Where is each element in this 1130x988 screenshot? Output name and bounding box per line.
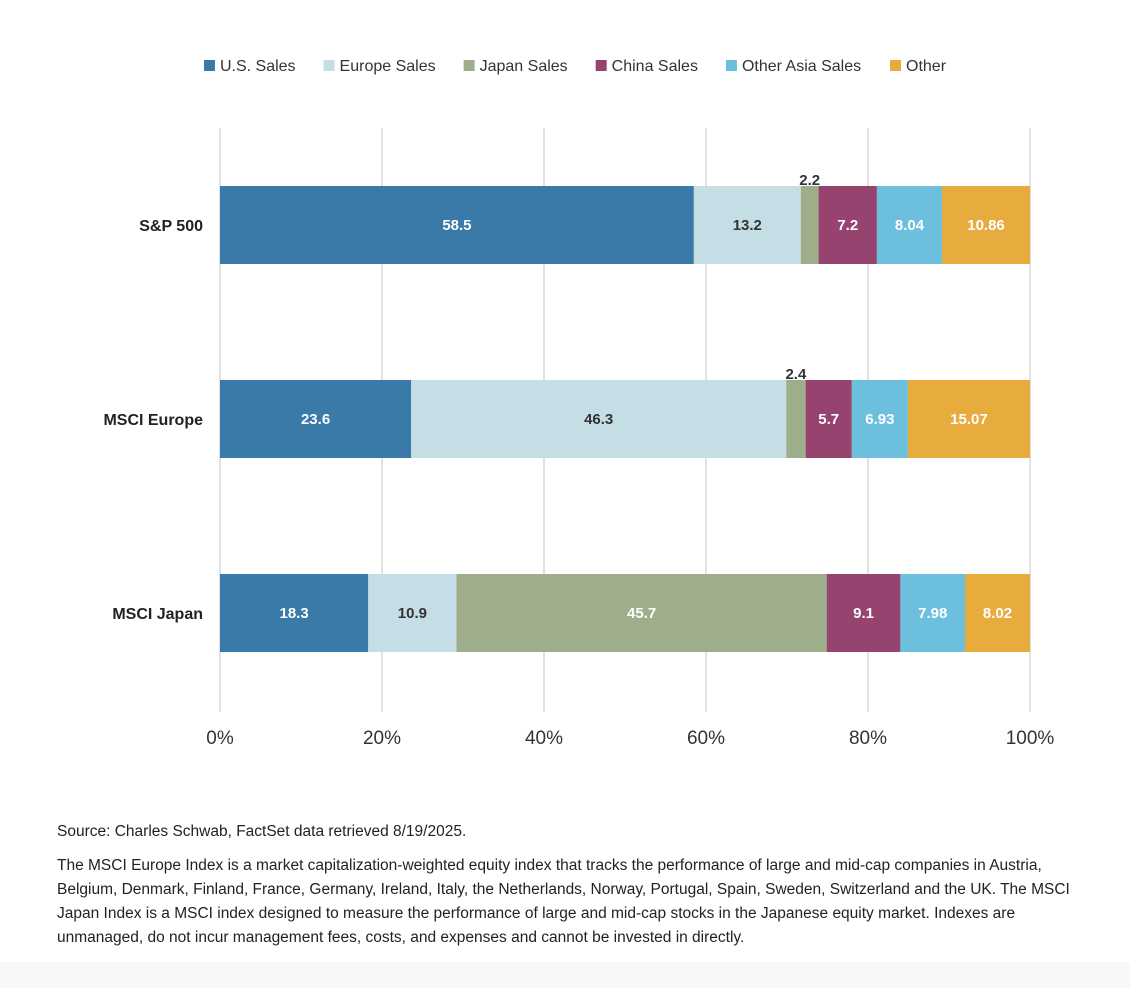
source-note: Source: Charles Schwab, FactSet data ret… — [57, 823, 467, 840]
data-label: 45.7 — [627, 605, 656, 622]
legend-swatch — [595, 60, 607, 71]
footer-band — [0, 962, 1130, 988]
chart-svg: 0% 20% 40% 60% 80% 100% S&P 500 MSCI Europe MSCI… — [103, 58, 1055, 749]
legend-swatch — [203, 60, 215, 71]
data-label: 7.2 — [837, 217, 858, 234]
category-label: MSCI Europe — [103, 412, 203, 429]
data-label: 18.3 — [280, 605, 309, 622]
bar-segment — [876, 186, 943, 264]
data-label: 46.3 — [584, 411, 613, 428]
data-label: 10.9 — [398, 605, 427, 622]
legend-swatch — [725, 60, 737, 71]
data-label: 2.4 — [785, 366, 807, 383]
bar-segment — [851, 380, 908, 458]
x-tick-label: 80% — [849, 728, 887, 749]
data-label: 8.04 — [895, 217, 925, 234]
data-label: 13.2 — [733, 217, 762, 234]
data-label: 9.1 — [853, 605, 874, 622]
bar-segment — [220, 186, 694, 264]
data-label: 8.02 — [983, 605, 1012, 622]
x-tick-label: 40% — [525, 728, 563, 749]
chart-notes: Source: Charles Schwab, FactSet data ret… — [57, 820, 1102, 950]
data-label: 2.2 — [799, 172, 820, 189]
bar-segment — [220, 380, 412, 458]
data-label: 5.7 — [818, 411, 839, 428]
x-tick-label: 0% — [206, 728, 234, 749]
bar-segment — [800, 186, 819, 264]
legend-label: China Sales — [612, 58, 698, 75]
legend-label: Europe Sales — [340, 58, 436, 75]
bar-segment — [456, 574, 827, 652]
x-tick-label: 60% — [687, 728, 725, 749]
legend-label: Other — [906, 58, 947, 75]
category-label: S&P 500 — [139, 218, 203, 235]
legend-swatch — [463, 60, 475, 71]
data-label: 23.6 — [301, 411, 330, 428]
bar-segment — [368, 574, 457, 652]
x-tick-label: 20% — [363, 728, 401, 749]
legend-swatch — [890, 60, 902, 71]
disclaimer-note: The MSCI Europe Index is a market capita… — [57, 857, 1070, 946]
category-label: MSCI Japan — [112, 606, 203, 623]
data-label: 58.5 — [442, 217, 471, 234]
bar-segment — [411, 380, 787, 458]
bar-segment — [900, 574, 966, 652]
data-label: 7.98 — [918, 605, 947, 622]
bar-segment — [907, 380, 1030, 458]
bar-segment — [965, 574, 1030, 652]
data-label: 6.93 — [865, 411, 894, 428]
x-tick-label: 100% — [1006, 728, 1055, 749]
bar-segment — [826, 574, 901, 652]
legend-swatch — [323, 60, 335, 71]
legend-label: U.S. Sales — [220, 58, 296, 75]
bar-segment — [818, 186, 877, 264]
bar-segment — [693, 186, 801, 264]
data-label: 15.07 — [950, 411, 988, 428]
legend-label: Japan Sales — [480, 58, 568, 75]
stacked-bar-chart: 0% 20% 40% 60% 80% 100% S&P 500 MSCI Europe MSCI… — [103, 58, 1055, 749]
data-label: 10.86 — [967, 217, 1005, 234]
bar-segment — [805, 380, 852, 458]
bar-segment — [942, 186, 1030, 264]
bar-segment — [220, 574, 369, 652]
legend-label: Other Asia Sales — [742, 58, 861, 75]
bar-segment — [786, 380, 806, 458]
